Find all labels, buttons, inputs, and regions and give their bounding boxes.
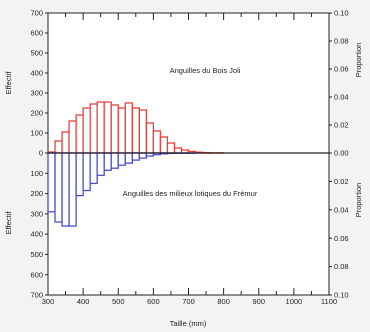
top-bar: [61, 131, 70, 154]
top-bar: [152, 130, 162, 154]
top-bar: [131, 107, 140, 154]
top-bar: [75, 114, 84, 154]
bottom-left-tick-label: 600: [30, 270, 43, 279]
top-bar: [124, 102, 133, 154]
top-bar: [173, 147, 183, 154]
top-right-tick-label: 0.02: [334, 121, 349, 130]
bottom-right-tick-label: 0.08: [334, 262, 349, 271]
top-right-tick-label: 0.04: [334, 93, 349, 102]
top-right-tick-label: 0.06: [334, 65, 349, 74]
bottom-bar: [54, 152, 63, 223]
top-bar: [96, 101, 105, 154]
bottom-y-left-title: Effectif: [4, 211, 13, 235]
top-bar: [159, 136, 169, 154]
bottom-left-tick-label: 200: [30, 189, 43, 198]
x-tick-label: 1000: [286, 297, 303, 306]
top-bar: [166, 142, 176, 154]
bottom-bar: [68, 152, 77, 227]
bottom-bar: [47, 152, 56, 213]
top-left-tick-label: 600: [30, 29, 43, 38]
top-left-tick-label: 300: [30, 89, 43, 98]
top-bar: [54, 140, 63, 154]
bottom-right-tick-label: 0.06: [334, 234, 349, 243]
bottom-bar: [124, 152, 133, 164]
x-tick-label: 300: [42, 297, 55, 306]
top-left-tick-label: 700: [30, 9, 43, 18]
top-left-tick-label: 400: [30, 69, 43, 78]
x-tick-label: 500: [112, 297, 125, 306]
top-left-tick-label: 200: [30, 109, 43, 118]
bottom-bar: [96, 152, 105, 176]
top-y-right-title: Proportion: [354, 43, 363, 78]
axis-ticks: 300 400 500 600 700 800 900 1000 110070060050040…: [30, 9, 348, 306]
top-right-tick-label: 0.00: [334, 149, 349, 158]
top-left-tick-label: 500: [30, 49, 43, 58]
top-bar: [110, 104, 119, 154]
bottom-bar: [103, 152, 112, 171]
top-panel-annotation: Anguilles du Bois Joli: [170, 66, 241, 75]
bottom-left-tick-label: 100: [30, 169, 43, 178]
top-bar: [138, 109, 147, 154]
bottom-bar: [75, 152, 84, 197]
top-left-tick-label: 0: [39, 149, 43, 158]
bottom-left-tick-label: 300: [30, 209, 43, 218]
bottom-y-right-title: Proportion: [354, 183, 363, 218]
top-bar: [89, 103, 98, 154]
x-tick-label: 900: [252, 297, 265, 306]
bottom-bar: [110, 152, 119, 169]
top-right-tick-label: 0.08: [334, 37, 349, 46]
bottom-left-tick-label: 400: [30, 230, 43, 239]
top-bar: [145, 122, 155, 154]
x-axis-title: Taille (mm): [170, 319, 207, 328]
bottom-right-tick-label: 0.04: [334, 205, 349, 214]
bottom-bar: [61, 152, 70, 227]
top-bar: [82, 107, 91, 154]
top-y-left-title: Effectif: [4, 71, 13, 95]
x-tick-label: 1100: [321, 297, 337, 306]
bottom-left-tick-label: 700: [30, 291, 43, 300]
top-bar: [103, 101, 112, 154]
top-bar: [68, 120, 77, 154]
x-tick-label: 800: [217, 297, 230, 306]
top-right-tick-label: 0.10: [334, 9, 349, 18]
bottom-right-tick-label: 0.10: [334, 291, 349, 300]
x-tick-label: 600: [147, 297, 160, 306]
bottom-bar: [89, 152, 98, 185]
bottom-panel-annotation: Anguilles des milieux lotiques du Frémur: [123, 189, 258, 198]
x-tick-label: 700: [182, 297, 195, 306]
bottom-bar: [82, 152, 91, 192]
bottom-bar: [131, 152, 140, 161]
top-bar: [117, 107, 126, 154]
top-left-tick-label: 100: [30, 129, 43, 138]
bottom-bar: [117, 152, 126, 166]
bottom-right-tick-label: 0.02: [334, 177, 349, 186]
x-tick-label: 400: [77, 297, 90, 306]
bottom-left-tick-label: 500: [30, 250, 43, 259]
bottom-bar: [138, 152, 147, 159]
